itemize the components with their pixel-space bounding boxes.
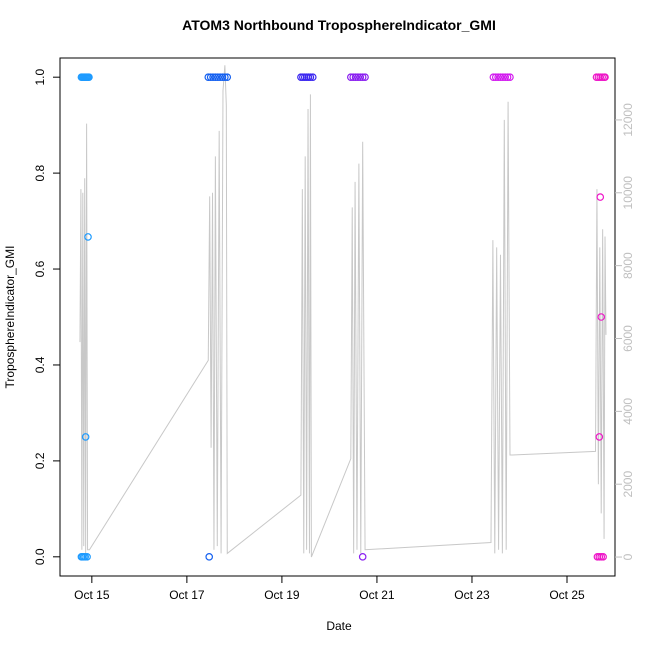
point — [356, 73, 365, 81]
y-axis-label: TroposphereIndicator_GMI — [3, 246, 17, 389]
point — [85, 73, 93, 81]
y2-tick-label: 12000 — [621, 103, 635, 137]
point — [503, 73, 512, 81]
y-tick-label: 0.2 — [33, 452, 47, 469]
point — [361, 73, 369, 81]
y-tick-label: 1.0 — [33, 69, 47, 86]
y-tick-label: 0.6 — [33, 260, 47, 277]
point — [216, 73, 224, 81]
point — [83, 553, 91, 561]
point — [596, 193, 605, 201]
point — [501, 73, 510, 81]
y-tick-label: 0.8 — [33, 164, 47, 181]
chart-title: ATOM3 Northbound TroposphereIndicator_GM… — [182, 17, 496, 33]
y2-tick-label: 2000 — [621, 471, 635, 498]
line-series — [79, 65, 607, 558]
point — [506, 73, 514, 81]
point — [218, 73, 227, 81]
x-tick-label: Oct 19 — [264, 588, 300, 602]
y-tick-label: 0.4 — [33, 356, 47, 373]
point — [223, 73, 232, 81]
y2-tick-label: 0 — [621, 553, 635, 560]
point — [213, 73, 222, 81]
y2-tick-label: 8000 — [621, 252, 635, 279]
point — [306, 73, 315, 81]
point — [489, 73, 498, 81]
x-tick-label: Oct 15 — [74, 588, 110, 602]
point — [211, 73, 220, 81]
point — [204, 73, 213, 81]
y2-tick-label: 6000 — [621, 325, 635, 352]
point — [351, 73, 360, 81]
point — [84, 233, 92, 241]
point — [595, 433, 604, 441]
point — [349, 73, 357, 81]
point — [496, 73, 505, 81]
x-tick-label: Oct 21 — [359, 588, 395, 602]
point — [491, 73, 500, 81]
point — [81, 433, 90, 441]
x-tick-label: Oct 23 — [454, 588, 490, 602]
y-tick-label: 0.0 — [33, 548, 47, 565]
point — [206, 73, 215, 81]
point — [205, 553, 214, 561]
point — [221, 73, 229, 81]
x-tick-label: Oct 25 — [549, 588, 585, 602]
point — [358, 553, 367, 561]
point — [354, 73, 362, 81]
y2-tick-label: 10000 — [621, 176, 635, 210]
point — [601, 73, 609, 81]
point — [347, 73, 355, 81]
x-tick-label: Oct 17 — [169, 588, 205, 602]
point — [597, 313, 606, 321]
point — [499, 73, 507, 81]
plot-frame — [59, 57, 616, 577]
point — [358, 73, 367, 81]
point — [599, 553, 607, 561]
point — [308, 73, 317, 81]
x-axis-label: Date — [326, 619, 352, 633]
point — [494, 73, 502, 81]
point — [209, 73, 217, 81]
y2-tick-label: 4000 — [621, 398, 635, 425]
